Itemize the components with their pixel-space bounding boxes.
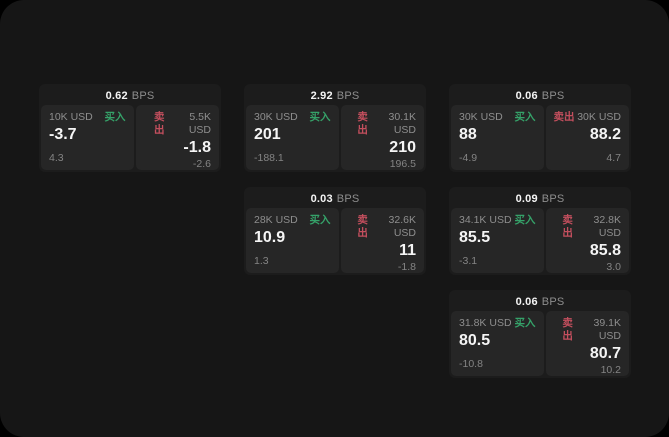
sell-label: 卖出 <box>153 111 165 136</box>
buy-price: 88 <box>459 126 477 143</box>
sell-price: -1.8 <box>183 139 211 156</box>
buy-price: 80.5 <box>459 332 491 349</box>
sell-sub-value: 4.7 <box>606 152 621 164</box>
buy-sub-value: -4.9 <box>459 152 478 164</box>
sell-size: 30.1K USD <box>388 111 416 136</box>
buy-tile[interactable]: 31.8K USD 买入 80.5 -10.8 <box>451 311 544 376</box>
buy-sub-value: -188.1 <box>254 152 284 164</box>
spread-unit: BPS <box>336 192 360 205</box>
quote-panels: 31.8K USD 买入 80.5 -10.8 卖出 39.1K USD 80.… <box>451 311 629 376</box>
buy-size: 31.8K USD <box>459 317 512 329</box>
buy-size: 30K USD <box>254 111 298 123</box>
sell-size: 30K USD <box>577 111 621 123</box>
quote-card-grid: 0.62 BPS 10K USD 买入 -3.7 4.3 卖出 5.5K USD <box>39 84 631 378</box>
quote-card: 0.62 BPS 10K USD 买入 -3.7 4.3 卖出 5.5K USD <box>39 84 221 172</box>
spread-value: 0.06 <box>515 89 538 102</box>
sell-sub-value: -1.8 <box>397 261 416 273</box>
buy-tile[interactable]: 10K USD 买入 -3.7 4.3 <box>41 105 134 170</box>
buy-price: 85.5 <box>459 229 491 246</box>
sell-label: 卖出 <box>357 111 368 136</box>
spread-header: 0.62 BPS <box>41 86 219 105</box>
quote-panels: 28K USD 买入 10.9 1.3 卖出 32.6K USD 11 -1.8 <box>246 208 424 273</box>
buy-label: 买入 <box>514 111 536 123</box>
buy-size: 34.1K USD <box>459 214 512 226</box>
sell-price: 85.8 <box>589 242 621 259</box>
quote-card: 2.92 BPS 30K USD 买入 201 -188.1 卖出 30.1K … <box>244 84 426 172</box>
spread-header: 2.92 BPS <box>246 86 424 105</box>
buy-tile[interactable]: 30K USD 买入 201 -188.1 <box>246 105 339 170</box>
buy-label: 买入 <box>309 214 331 226</box>
quote-card: 0.03 BPS 28K USD 买入 10.9 1.3 卖出 32.6K US… <box>244 187 426 275</box>
sell-size: 32.6K USD <box>388 214 416 239</box>
sell-label: 卖出 <box>357 214 368 239</box>
quote-panels: 30K USD 买入 201 -188.1 卖出 30.1K USD 210 1… <box>246 105 424 170</box>
spread-header: 0.09 BPS <box>451 189 629 208</box>
spread-unit: BPS <box>541 89 565 102</box>
quote-panels: 10K USD 买入 -3.7 4.3 卖出 5.5K USD -1.8 -2.… <box>41 105 219 170</box>
buy-label: 买入 <box>309 111 331 123</box>
spread-unit: BPS <box>541 295 565 308</box>
quote-panels: 30K USD 买入 88 -4.9 卖出 30K USD 88.2 4.7 <box>451 105 629 170</box>
spread-header: 0.06 BPS <box>451 292 629 311</box>
sell-price: 80.7 <box>589 345 621 362</box>
sell-tile[interactable]: 卖出 5.5K USD -1.8 -2.6 <box>135 105 219 170</box>
spread-header: 0.06 BPS <box>451 86 629 105</box>
buy-label: 买入 <box>514 317 536 329</box>
buy-tile[interactable]: 28K USD 买入 10.9 1.3 <box>246 208 339 273</box>
buy-sub-value: 1.3 <box>254 255 269 267</box>
buy-tile[interactable]: 30K USD 买入 88 -4.9 <box>451 105 544 170</box>
sell-label: 卖出 <box>553 111 575 123</box>
spread-header: 0.03 BPS <box>246 189 424 208</box>
quote-card: 0.06 BPS 30K USD 买入 88 -4.9 卖出 30K USD <box>449 84 631 172</box>
quote-card: 0.09 BPS 34.1K USD 买入 85.5 -3.1 卖出 32.8K… <box>449 187 631 275</box>
sell-tile[interactable]: 卖出 32.8K USD 85.8 3.0 <box>545 208 629 273</box>
buy-price: 10.9 <box>254 229 286 246</box>
buy-sub-value: -3.1 <box>459 255 478 267</box>
sell-label: 卖出 <box>562 317 573 342</box>
spread-unit: BPS <box>541 192 565 205</box>
spread-value: 0.03 <box>310 192 333 205</box>
sell-size: 5.5K USD <box>188 111 211 136</box>
sell-price: 11 <box>399 242 416 259</box>
sell-price: 210 <box>389 139 416 156</box>
quote-panels: 34.1K USD 买入 85.5 -3.1 卖出 32.8K USD 85.8… <box>451 208 629 273</box>
buy-size: 28K USD <box>254 214 298 226</box>
buy-price: 201 <box>254 126 281 143</box>
sell-label: 卖出 <box>562 214 573 239</box>
sell-tile[interactable]: 卖出 32.6K USD 11 -1.8 <box>340 208 424 273</box>
spread-value: 2.92 <box>310 89 333 102</box>
buy-sub-value: -10.8 <box>459 358 483 370</box>
quote-card: 0.06 BPS 31.8K USD 买入 80.5 -10.8 卖出 39.1… <box>449 290 631 378</box>
buy-label: 买入 <box>514 214 536 226</box>
buy-tile[interactable]: 34.1K USD 买入 85.5 -3.1 <box>451 208 544 273</box>
spread-unit: BPS <box>131 89 155 102</box>
sell-size: 32.8K USD <box>593 214 621 239</box>
sell-sub-value: -2.6 <box>192 158 211 170</box>
spread-unit: BPS <box>336 89 360 102</box>
buy-size: 10K USD <box>49 111 93 123</box>
buy-sub-value: 4.3 <box>49 152 64 164</box>
buy-label: 买入 <box>104 111 126 123</box>
sell-tile[interactable]: 卖出 39.1K USD 80.7 10.2 <box>545 311 629 376</box>
sell-tile[interactable]: 卖出 30.1K USD 210 196.5 <box>340 105 424 170</box>
buy-price: -3.7 <box>49 126 77 143</box>
spread-value: 0.06 <box>515 295 538 308</box>
sell-sub-value: 196.5 <box>389 158 416 170</box>
sell-sub-value: 10.2 <box>600 364 621 376</box>
sell-tile[interactable]: 卖出 30K USD 88.2 4.7 <box>545 105 629 170</box>
sell-size: 39.1K USD <box>593 317 621 342</box>
sell-price: 88.2 <box>589 126 621 143</box>
sell-sub-value: 3.0 <box>606 261 621 273</box>
spread-value: 0.62 <box>105 89 128 102</box>
buy-size: 30K USD <box>459 111 503 123</box>
spread-value: 0.09 <box>515 192 538 205</box>
